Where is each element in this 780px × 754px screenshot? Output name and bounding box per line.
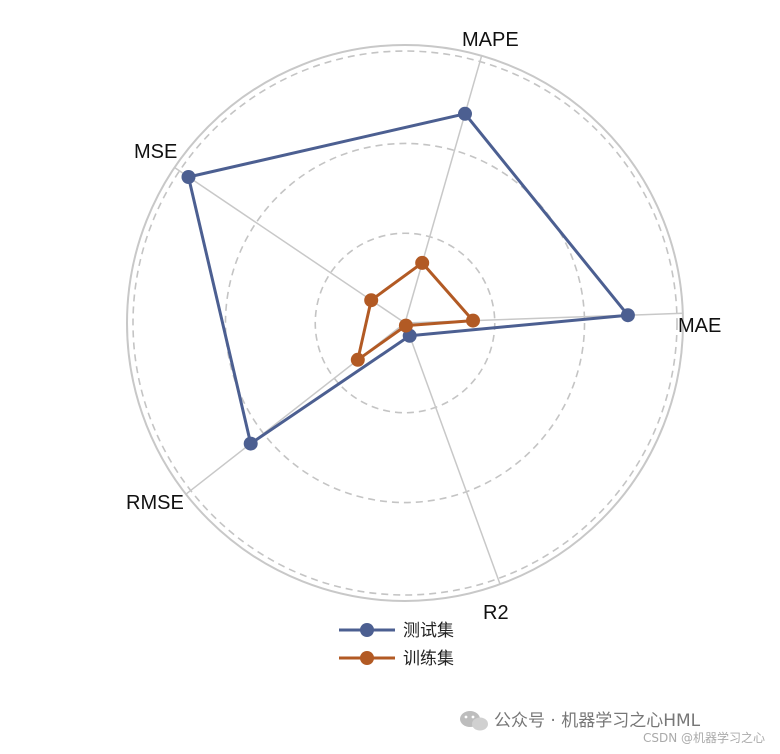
axis-labels: MAE R2 RMSE MSE MAPE [126, 29, 721, 624]
watermark-main-text: 公众号 · 机器学习之心HML [494, 711, 701, 731]
legend-item-2: 训练集 [339, 649, 454, 668]
axis-label-mae: MAE [678, 315, 721, 337]
data-point-2-rmse [350, 352, 365, 367]
legend-label-2: 训练集 [403, 649, 454, 668]
data-point-1-mape [458, 106, 472, 121]
series-line-2 [356, 261, 475, 362]
data-point-2-r2 [398, 318, 413, 333]
radar-spokes [174, 55, 683, 585]
grid-ring-2 [224, 142, 586, 504]
legend-label-1: 测试集 [403, 621, 454, 640]
data-point-2-mse [364, 293, 379, 308]
axis-label-r2: R2 [483, 602, 509, 624]
data-point-2-mape [415, 255, 430, 270]
legend-marker-2 [360, 651, 374, 665]
series-line-1 [187, 112, 630, 446]
axis-label-mape: MAPE [462, 29, 519, 51]
axis-label-rmse: RMSE [126, 492, 184, 514]
data-point-1-rmse [243, 436, 258, 451]
data-point-2-mae [466, 313, 480, 328]
outer-frame-circle [126, 44, 684, 602]
radar-series [181, 106, 635, 451]
axis-label-mse: MSE [134, 141, 177, 163]
legend-marker-1 [360, 623, 374, 637]
data-point-1-mae [620, 308, 635, 323]
grid-ring-1 [314, 232, 496, 414]
data-point-1-mse [181, 170, 196, 184]
legend-item-1: 测试集 [339, 621, 454, 640]
spoke-r2 [404, 322, 501, 585]
watermark: 公众号 · 机器学习之心HML CSDN @机器学习之心 [460, 711, 765, 745]
watermark-sub-text: CSDN @机器学习之心 [643, 730, 765, 745]
grid-ring-3 [132, 50, 678, 596]
spoke-mape [404, 55, 483, 324]
radar-grid [126, 44, 684, 602]
series-2 [350, 255, 480, 367]
wechat-icon [460, 711, 488, 731]
